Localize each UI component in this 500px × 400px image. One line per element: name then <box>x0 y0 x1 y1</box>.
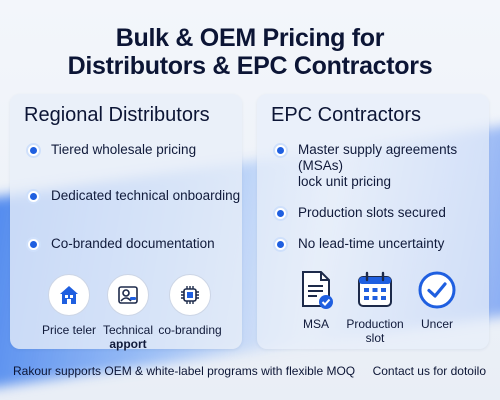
bullet-text: Dedicated technical onboarding <box>51 188 241 203</box>
page-title-line-2: Distributors & EPC Contractors <box>67 52 433 80</box>
technical-support-item: Technical apport <box>95 274 161 351</box>
distributors-bullet-1: Tiered wholesale pricing <box>26 142 196 158</box>
bullet-line-1: Master supply agreements <box>298 142 458 157</box>
epc-card: EPC Contractors Master supply agreements… <box>257 94 489 349</box>
icon-label: MSA <box>302 317 329 331</box>
epc-bullet-1: Master supply agreements (MSAs) lock uni… <box>273 142 457 190</box>
icon-label-line-1: Production <box>346 317 404 331</box>
bullet-dot-icon <box>26 143 41 158</box>
icon-label: Technical apport <box>95 323 161 351</box>
epc-bullet-2: Production slots secured <box>273 205 446 221</box>
document-check-icon <box>296 270 336 310</box>
icon-label: Production slot <box>342 317 408 345</box>
distributors-heading: Regional Distributors <box>24 104 210 126</box>
icon-label: co-branding <box>158 323 222 337</box>
icon-label-line-2: apport <box>109 337 147 351</box>
epc-bullet-3: No lead-time uncertainty <box>273 236 444 252</box>
bullet-text: Master supply agreements (MSAs) lock uni… <box>298 142 457 190</box>
bullet-text: Tiered wholesale pricing <box>51 142 197 157</box>
bullet-text: No lead-time uncertainty <box>298 236 445 251</box>
page-title-line-1: Bulk & OEM Pricing for <box>115 24 385 52</box>
icon-label-line-1: Technical <box>102 323 154 337</box>
bullet-text: Co-branded documentation <box>51 236 215 251</box>
bullet-dot-icon <box>26 189 41 204</box>
bullet-dot-icon <box>273 237 288 252</box>
bullet-line-3: lock unit pricing <box>298 174 392 189</box>
distributors-bullet-3: Co-branded documentation <box>26 236 215 252</box>
bullet-dot-icon <box>273 143 288 158</box>
icon-label-line-2: slot <box>365 331 385 345</box>
production-slot-item: Production slot <box>342 270 408 345</box>
price-tier-item: Price teler <box>36 274 102 337</box>
bullet-dot-icon <box>26 237 41 252</box>
co-branding-item: co-branding <box>157 274 223 337</box>
msa-item: MSA <box>283 270 349 331</box>
contact-link[interactable]: Contact us for dotoilo <box>372 364 486 378</box>
bullet-line-2: (MSAs) <box>298 158 343 173</box>
calendar-icon <box>355 270 395 310</box>
icon-label: Uncer <box>420 317 453 331</box>
footer-note: Rakour supports OEM & white-label progra… <box>13 364 356 378</box>
epc-heading: EPC Contractors <box>271 104 422 126</box>
icon-label: Price teler <box>41 323 97 337</box>
uncertainty-item: Uncer <box>404 270 470 331</box>
house-icon <box>48 274 90 316</box>
page-title: Bulk & OEM Pricing for Distributors & EP… <box>0 24 500 80</box>
distributors-bullet-2: Dedicated technical onboarding <box>26 188 240 204</box>
check-circle-icon <box>417 270 457 310</box>
bullet-text: Production slots secured <box>298 205 446 220</box>
distributors-card: Regional Distributors Tiered wholesale p… <box>10 94 242 351</box>
bullet-dot-icon <box>273 206 288 221</box>
chip-icon <box>169 274 211 316</box>
person-id-icon <box>107 274 149 316</box>
